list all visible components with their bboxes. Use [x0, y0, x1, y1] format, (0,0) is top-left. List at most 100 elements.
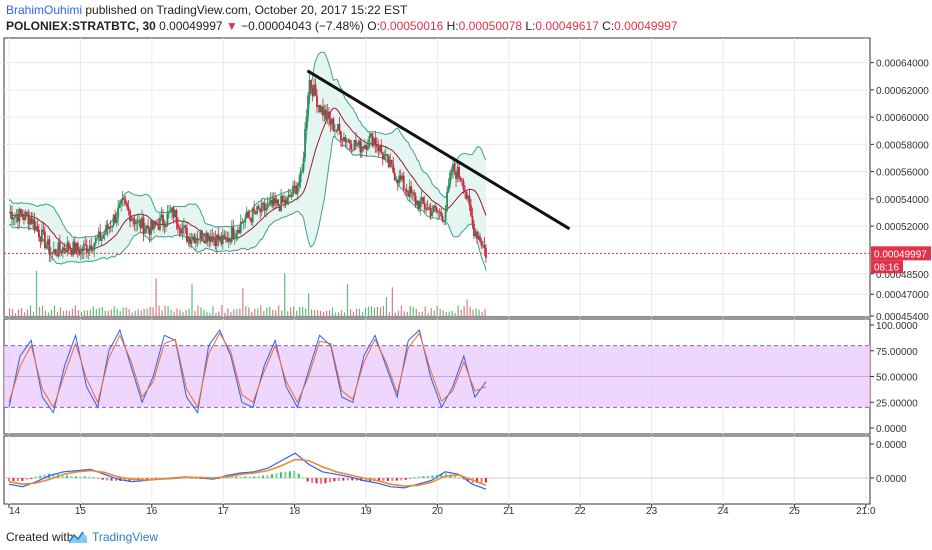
volume-bar — [191, 284, 193, 316]
candle-body — [105, 224, 108, 234]
candle-body — [411, 192, 414, 194]
tradingview-logo-icon — [68, 531, 87, 543]
candle-body — [108, 226, 111, 229]
candle-body — [371, 133, 374, 146]
stochastic-axis: 100.0000 75.00000 50.00000 25.00000 0.0000 — [870, 321, 918, 435]
price-axis[interactable]: 0.00064000 0.00062000 0.00060000 0.00058000… — [4, 59, 931, 323]
candle-body — [43, 231, 46, 249]
symbol-label: POLONIEX:STRATBTC, 30 — [6, 19, 156, 33]
volume-bar — [71, 308, 73, 316]
candles — [9, 73, 487, 263]
candle-body — [334, 129, 336, 132]
candle-body — [45, 245, 48, 249]
low-label: L: — [525, 19, 536, 33]
candle-body — [135, 223, 137, 225]
candle-body — [476, 231, 478, 239]
candle-body — [115, 218, 118, 223]
volume-bar — [296, 310, 298, 316]
candle-body — [272, 197, 275, 206]
ohlc-line: POLONIEX:STRATBTC, 30 0.00049997 ▼ −0.00… — [6, 18, 678, 34]
macd-histogram-bar — [70, 475, 73, 478]
candle-body — [245, 211, 248, 219]
volume-bar — [442, 310, 444, 316]
volume-bar — [29, 305, 32, 316]
macd-histogram-bar — [422, 476, 425, 478]
volume-bar — [325, 310, 328, 316]
candle-body — [254, 211, 257, 214]
price-tick-label: 0.00054000 — [876, 195, 929, 206]
candle-body — [69, 249, 72, 251]
macd-histogram-bar — [418, 476, 421, 478]
candle-body — [229, 238, 232, 242]
chart-area[interactable]: 0.00064000 0.00062000 0.00060000 0.00058000… — [0, 36, 932, 526]
candle-body — [130, 218, 133, 222]
high-value: 0.00050078 — [458, 19, 523, 33]
volume-bar — [370, 306, 373, 316]
macd-panel — [4, 452, 870, 490]
candle-body — [401, 175, 404, 180]
candle-body — [94, 237, 97, 244]
candle-body — [386, 154, 389, 156]
candle-body — [194, 238, 197, 244]
candle-body — [350, 143, 353, 150]
volume-bar — [35, 270, 38, 316]
volume-bar — [361, 312, 364, 316]
volume-bar — [62, 311, 65, 316]
volume-bar — [481, 311, 483, 316]
macd-histogram-bar — [123, 478, 126, 481]
candle-body — [40, 229, 43, 242]
volume-bar — [314, 309, 316, 316]
time-axis[interactable]: 14 15 16 17 18 19 20 21 22 23 24 25 21:0 — [8, 504, 876, 517]
volume-bar — [358, 309, 361, 316]
candle-body — [482, 245, 484, 246]
volume-bar — [20, 308, 23, 316]
candle-body — [314, 84, 317, 96]
close-label: C: — [602, 19, 615, 33]
candle-body — [75, 243, 78, 254]
trendline[interactable] — [306, 69, 571, 231]
time-tick-label: 16 — [146, 506, 158, 517]
stochastic-d-line — [8, 332, 487, 409]
candle-body — [90, 245, 93, 251]
candle-body — [396, 179, 399, 184]
candle-body — [180, 229, 182, 234]
macd-histogram-bar — [248, 476, 251, 478]
volume-bar — [86, 310, 88, 316]
candle-body — [230, 226, 233, 242]
volume-bar — [263, 311, 265, 316]
macd-histogram-bar — [155, 478, 158, 479]
volume-bar — [203, 309, 205, 316]
candle-body — [114, 214, 117, 223]
candle-body — [366, 147, 369, 150]
candle-body — [61, 247, 64, 254]
candle-body — [79, 248, 82, 255]
time-tick-label: 21 — [503, 506, 515, 517]
volume-bar — [149, 306, 151, 316]
volume-bar — [460, 309, 462, 316]
macd-histogram-bar — [440, 473, 443, 478]
candle-body — [283, 200, 286, 203]
countdown-label: 08:16 — [874, 262, 899, 273]
candle-body — [244, 218, 247, 223]
author-link[interactable]: BrahimOuhimi — [6, 3, 83, 17]
candle-body — [49, 253, 52, 255]
candle-body — [289, 195, 291, 198]
volume-bar — [290, 307, 292, 316]
volume-bar — [424, 306, 426, 316]
candle-body — [432, 205, 435, 213]
volume-bar — [107, 310, 109, 316]
time-tick-label: 25 — [789, 506, 801, 517]
candle-body — [414, 195, 417, 205]
volume-bar — [47, 312, 50, 316]
candle-body — [325, 109, 327, 120]
volume-bar — [224, 312, 226, 316]
candle-body — [328, 111, 330, 119]
candle-body — [127, 207, 130, 211]
candle-body — [199, 230, 202, 239]
candle-body — [313, 84, 315, 97]
macd-histogram-bar — [52, 473, 55, 478]
candle-body — [96, 237, 99, 239]
volume-bar — [26, 309, 29, 316]
volume-bar — [173, 311, 175, 316]
tradingview-brand-link[interactable]: TradingView — [92, 530, 159, 544]
